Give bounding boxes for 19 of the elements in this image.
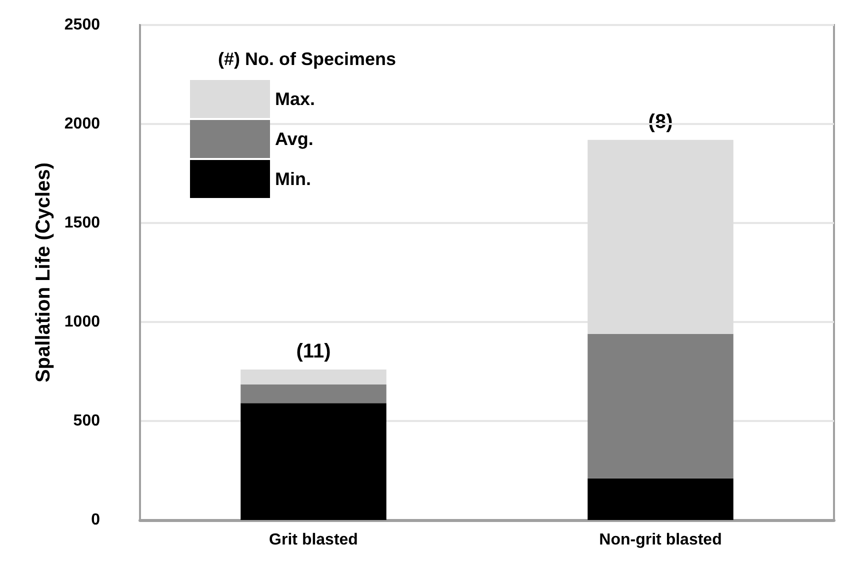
bar — [588, 478, 734, 520]
bar — [240, 370, 386, 384]
y-tick-label: 1000 — [64, 314, 100, 330]
y-tick-label: 2000 — [64, 116, 100, 132]
y-tick-label: 500 — [73, 412, 100, 430]
x-tick-label: Grit blasted — [269, 532, 358, 548]
bar — [240, 384, 386, 404]
bar — [240, 403, 386, 520]
legend-label: Max. — [275, 89, 316, 109]
legend-title: (#) No. of Specimens — [218, 49, 396, 69]
x-tick-label: Non-grit blasted — [599, 532, 722, 548]
legend-label: Avg. — [275, 129, 314, 149]
legend-label: Min. — [275, 169, 311, 189]
y-tick-label: 2500 — [64, 16, 100, 34]
y-tick-label: 1500 — [64, 214, 100, 232]
y-axis-title: Spallation Life (Cycles) — [32, 162, 55, 383]
bar — [588, 334, 734, 478]
annotation: (11) — [296, 340, 331, 363]
y-tick-label: 0 — [91, 512, 100, 528]
